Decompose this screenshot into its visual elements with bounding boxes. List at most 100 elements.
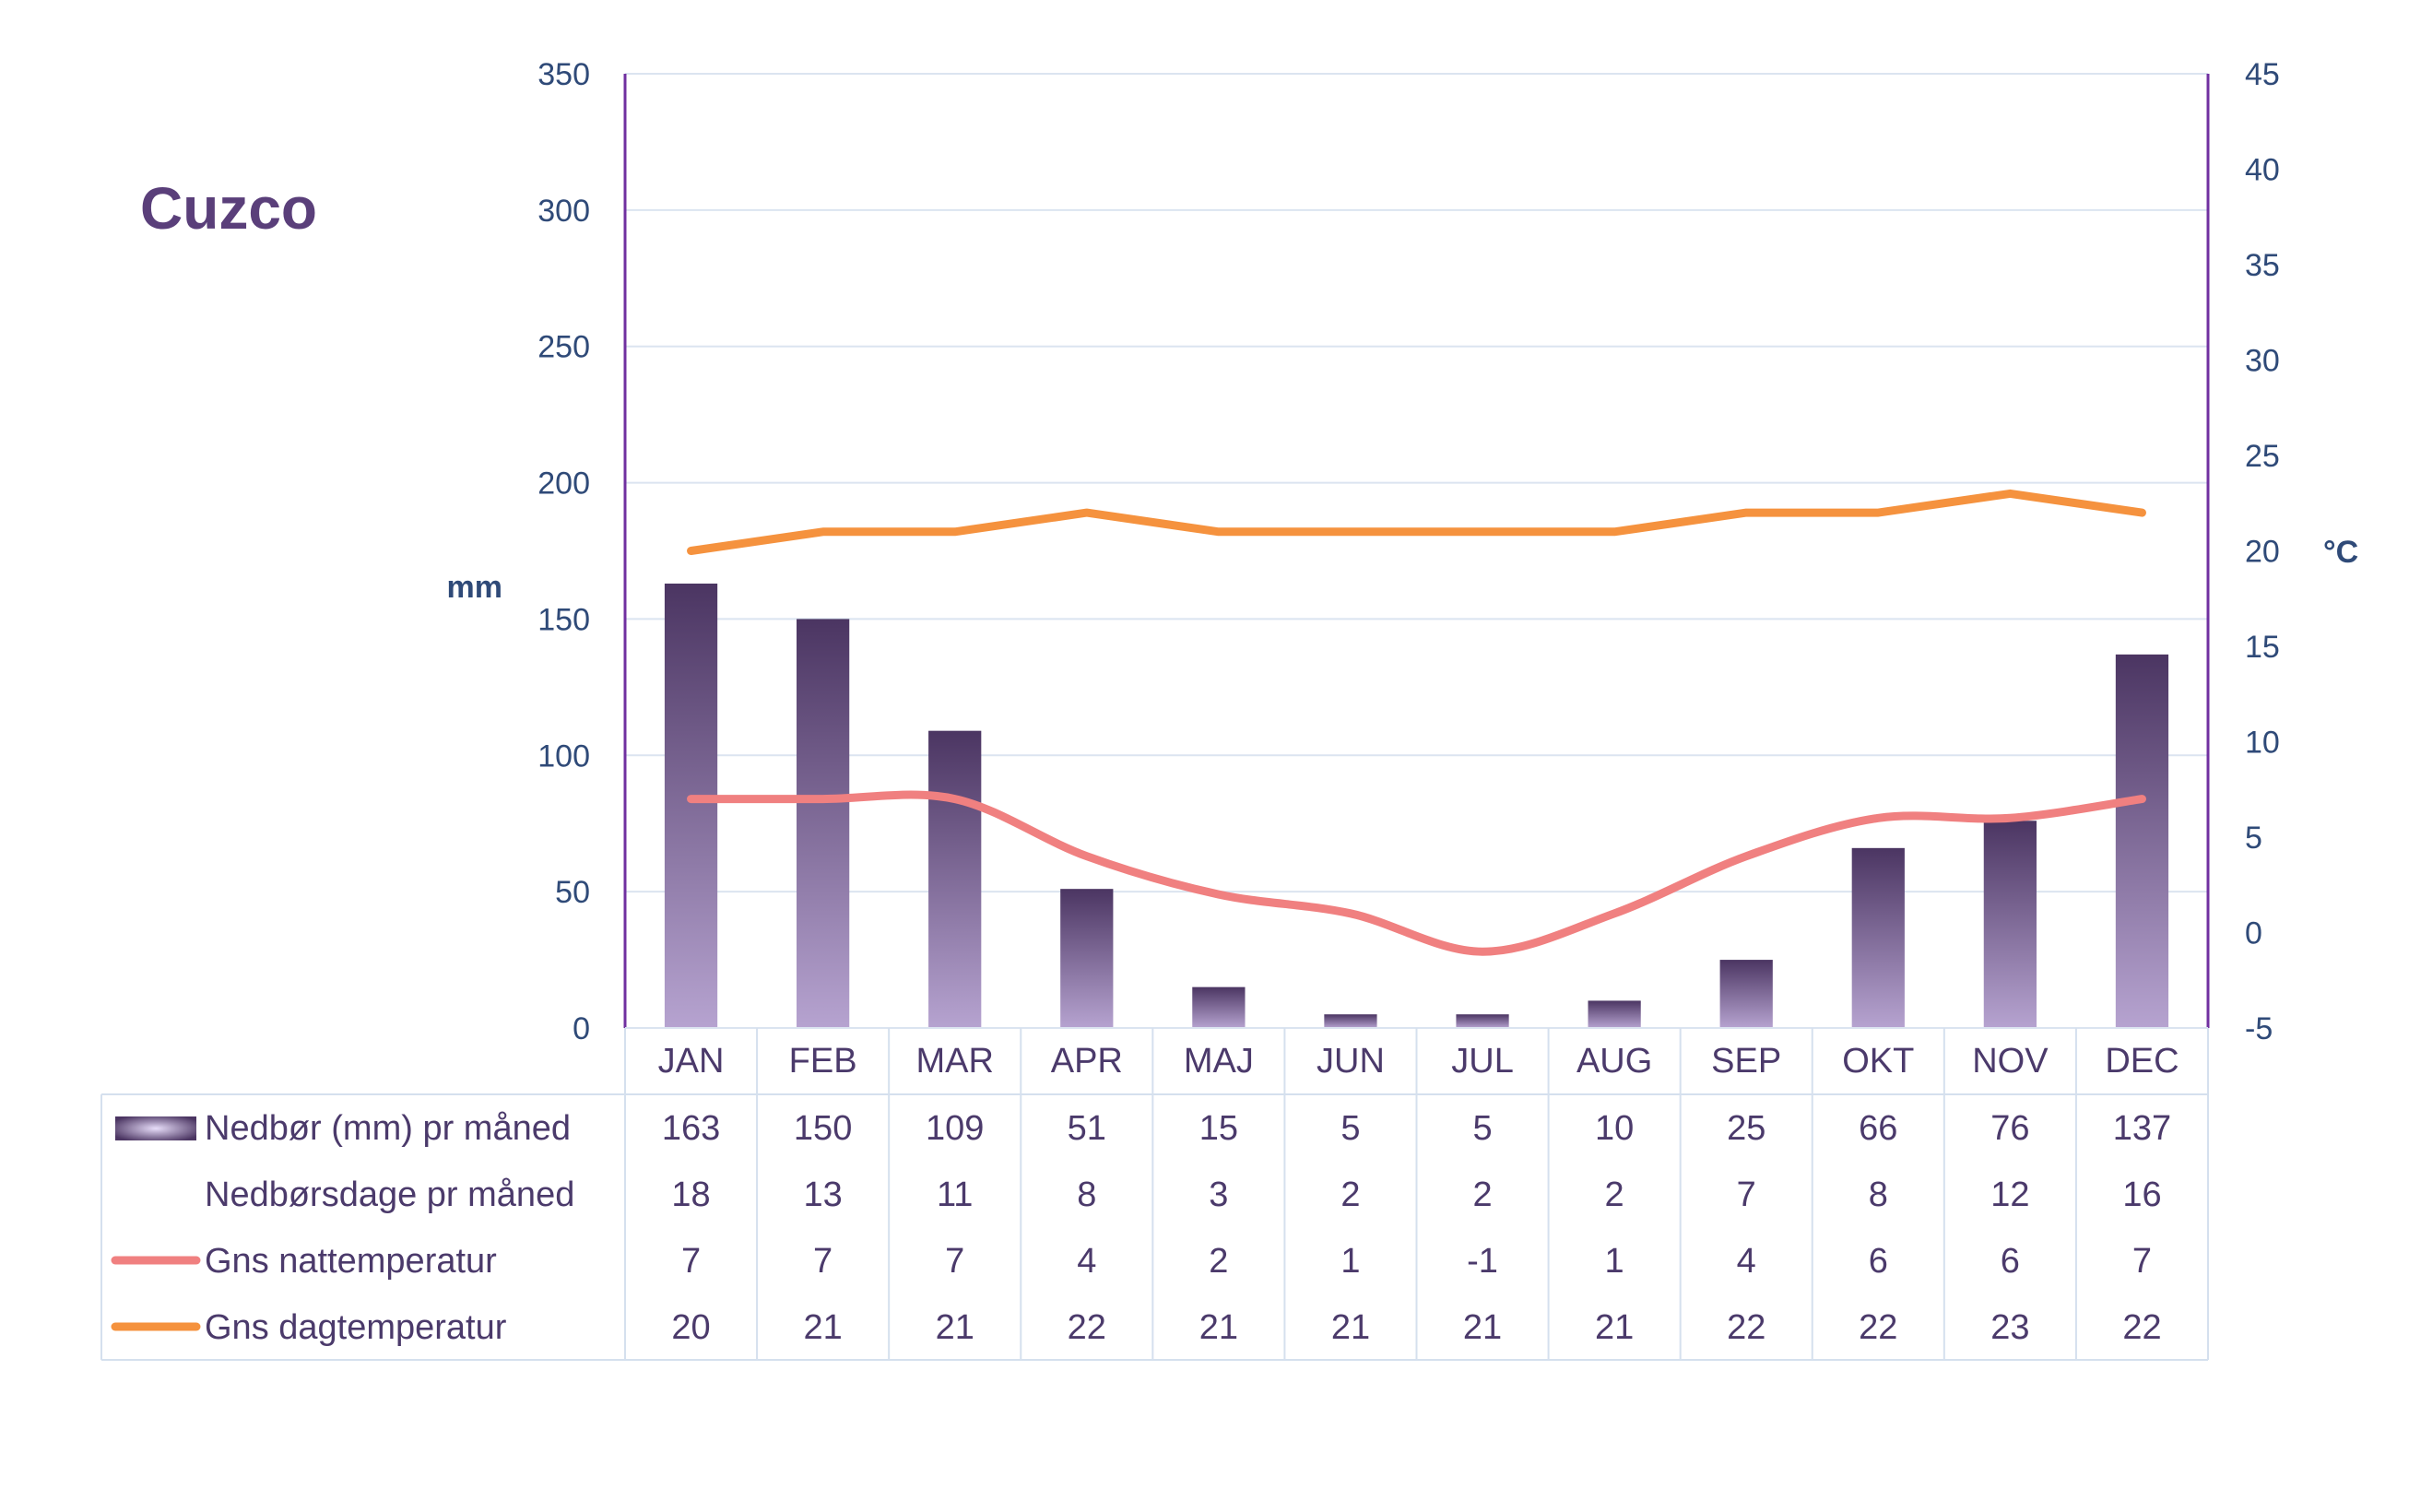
data-table: JAN FEB MAR APR MAJ JUN JUL AUG SEP OKT NOV DEC Nedb… xyxy=(100,1028,2209,1361)
precipitation-bar xyxy=(1324,1014,1377,1028)
table-cell-value: 8 xyxy=(1077,1175,1096,1214)
table-cell-value: 13 xyxy=(803,1175,842,1214)
table-cell-value: 23 xyxy=(1990,1308,2029,1347)
table-cell-value: 12 xyxy=(1990,1175,2029,1214)
gridlines xyxy=(625,73,2208,893)
table-cell-value: 7 xyxy=(1737,1175,1756,1214)
table-cell-value: 1 xyxy=(1340,1242,1360,1281)
table-cell-value: 109 xyxy=(926,1109,984,1148)
series-name: Nedbør (mm) pr måned xyxy=(205,1109,571,1148)
left-tick-label: 100 xyxy=(537,738,590,774)
table-cell-value: 15 xyxy=(1199,1109,1238,1148)
right-tick-label: 20 xyxy=(2245,535,2280,570)
category-label: JUL xyxy=(1451,1042,1514,1081)
left-tick-label: 0 xyxy=(573,1011,590,1046)
category-label: SEP xyxy=(1711,1042,1781,1081)
precipitation-bar xyxy=(1192,986,1246,1028)
table-cell-value: 25 xyxy=(1727,1109,1765,1148)
precipitation-bar xyxy=(664,583,718,1028)
table-cell-value: 16 xyxy=(2122,1175,2161,1214)
precipitation-bar xyxy=(1060,889,1114,1028)
table-cell-value: 7 xyxy=(2132,1242,2152,1281)
category-label: AUG xyxy=(1576,1042,1652,1081)
table-cell-value: 8 xyxy=(1869,1175,1888,1214)
table-cell-value: 21 xyxy=(1199,1308,1238,1347)
right-tick-label: 5 xyxy=(2245,821,2262,856)
table-cell-value: 4 xyxy=(1077,1242,1096,1281)
table-cell-value: 6 xyxy=(1869,1242,1888,1281)
right-tick-label: -5 xyxy=(2245,1011,2273,1046)
table-cell-value: 150 xyxy=(794,1109,852,1148)
right-tick-label: 40 xyxy=(2245,153,2280,188)
precipitation-bar xyxy=(1983,821,2037,1028)
category-label: FEB xyxy=(789,1042,857,1081)
table-cell-value: 5 xyxy=(1472,1109,1492,1148)
table-cell-value: 7 xyxy=(813,1242,833,1281)
table-cell-value: 21 xyxy=(1331,1308,1370,1347)
right-tick-label: 0 xyxy=(2245,916,2262,951)
table-cell-value: -1 xyxy=(1467,1242,1498,1281)
table-cell-value: 6 xyxy=(2001,1242,2020,1281)
right-tick-label: 35 xyxy=(2245,248,2280,283)
table-cell-value: 3 xyxy=(1209,1175,1228,1214)
table-cell-value: 4 xyxy=(1737,1242,1756,1281)
table-cell-value: 21 xyxy=(803,1308,842,1347)
right-tick-label: 15 xyxy=(2245,630,2280,665)
left-tick-label: 200 xyxy=(537,467,590,502)
table-cell-value: 2 xyxy=(1340,1175,1360,1214)
precipitation-bar xyxy=(2115,654,2169,1028)
table-cell-value: 76 xyxy=(1990,1109,2029,1148)
right-axis-ticks: -5 0 5 10 15 20 25 30 35 40 45 xyxy=(2245,57,2280,1046)
precipitation-bar xyxy=(1851,847,1905,1028)
table-cell-value: 20 xyxy=(671,1308,710,1347)
temperature-line xyxy=(687,489,2146,555)
left-axis-ticks: 0 50 100 150 200 250 300 350 xyxy=(537,57,590,1046)
category-label: MAJ xyxy=(1184,1042,1254,1081)
axes xyxy=(623,74,2210,1029)
left-tick-label: 300 xyxy=(537,194,590,229)
category-label: APR xyxy=(1051,1042,1123,1081)
legend-key-bar xyxy=(115,1116,196,1140)
table-cell-value: 2 xyxy=(1472,1175,1492,1214)
table-cell-value: 7 xyxy=(945,1242,964,1281)
series-name: Gns nattemperatur xyxy=(205,1242,497,1281)
precipitation-bar xyxy=(797,619,850,1028)
table-cell-value: 137 xyxy=(2113,1109,2171,1148)
left-tick-label: 250 xyxy=(537,330,590,365)
table-cell-value: 2 xyxy=(1605,1175,1624,1214)
right-tick-label: 10 xyxy=(2245,726,2280,761)
temperature-line xyxy=(687,790,2146,956)
precipitation-bars xyxy=(664,583,2169,1028)
left-axis-unit-label: mm xyxy=(447,570,502,605)
table-cell-value: 22 xyxy=(1068,1308,1106,1347)
table-cell-value: 21 xyxy=(1463,1308,1502,1347)
series-name: Nedbørsdage pr måned xyxy=(205,1175,574,1214)
table-cell-value: 11 xyxy=(937,1175,973,1214)
precipitation-bar xyxy=(1456,1014,1509,1028)
category-label: DEC xyxy=(2105,1042,2179,1081)
left-tick-label: 150 xyxy=(537,602,590,637)
table-cell-value: 163 xyxy=(662,1109,720,1148)
right-tick-label: 30 xyxy=(2245,344,2280,379)
table-cell-value: 10 xyxy=(1595,1109,1634,1148)
temperature-lines xyxy=(687,489,2146,956)
table-cell-value: 51 xyxy=(1068,1109,1106,1148)
table-cell-value: 66 xyxy=(1859,1109,1897,1148)
precipitation-bar xyxy=(1588,1000,1641,1028)
left-tick-label: 50 xyxy=(555,875,590,910)
right-axis-unit-label: °C xyxy=(2323,535,2358,570)
table-cell-value: 21 xyxy=(936,1308,974,1347)
precipitation-bar xyxy=(1719,960,1773,1028)
table-cell-value: 2 xyxy=(1209,1242,1228,1281)
category-label: OKT xyxy=(1842,1042,1914,1081)
table-cell-value: 5 xyxy=(1340,1109,1360,1148)
table-cell-value: 21 xyxy=(1595,1308,1634,1347)
category-label: NOV xyxy=(1972,1042,2049,1081)
table-cell-value: 7 xyxy=(681,1242,701,1281)
table-cell-value: 22 xyxy=(1859,1308,1897,1347)
table-cell-value: 18 xyxy=(671,1175,710,1214)
series-name: Gns dagtemperatur xyxy=(205,1308,507,1347)
chart-title: Cuzco xyxy=(140,175,317,242)
right-tick-label: 45 xyxy=(2245,57,2280,92)
